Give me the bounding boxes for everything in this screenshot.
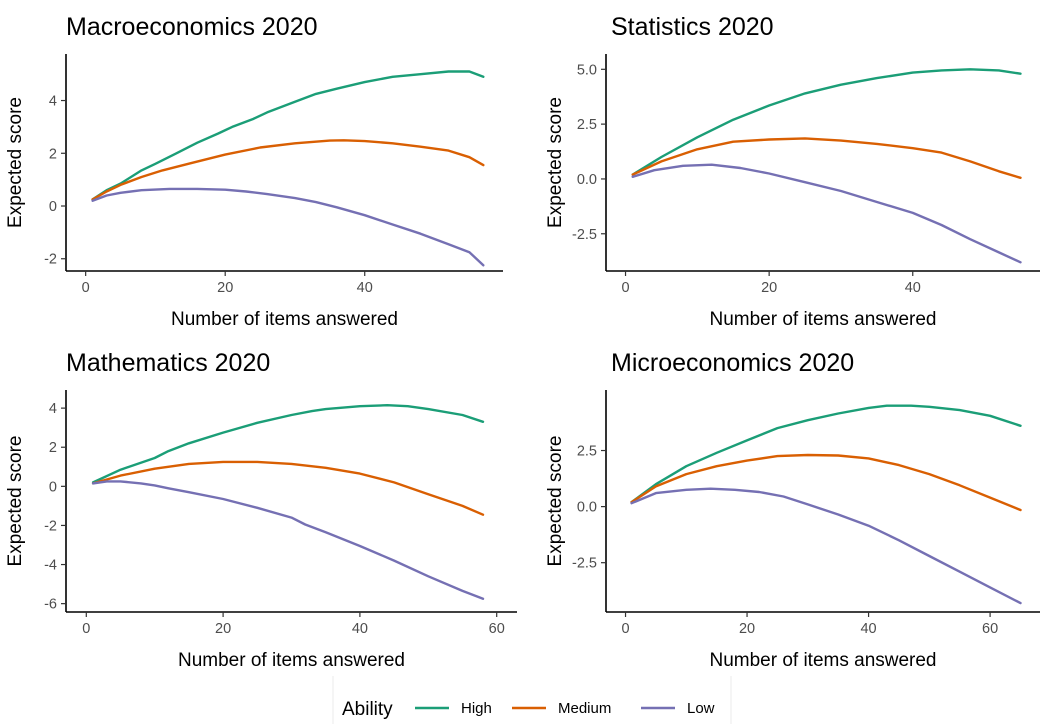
series-line-low <box>630 487 1022 605</box>
x-tick-label: 0 <box>82 621 90 637</box>
x-tick-label: 20 <box>761 280 777 296</box>
legend-label: Low <box>687 700 715 717</box>
x-axis-label: Number of items answered <box>709 650 936 671</box>
x-axis-label: Number of items answered <box>171 309 398 330</box>
series-line-high <box>630 404 1022 504</box>
series-line-high <box>631 68 1022 176</box>
series-line-low <box>91 187 485 267</box>
x-tick-label: 60 <box>489 621 505 637</box>
series-line-medium <box>631 137 1022 180</box>
y-tick-label: 0.0 <box>577 500 597 516</box>
x-tick-label: 40 <box>860 621 876 637</box>
x-tick-label: 0 <box>82 280 90 296</box>
y-tick-label: 4 <box>49 94 57 110</box>
x-tick-label: 0 <box>621 280 629 296</box>
y-axis-label: Expected score <box>5 97 26 228</box>
legend-title: Ability <box>342 699 393 720</box>
panel-macroeconomics-2020: Macroeconomics 2020 0 20 40 -2 0 2 4 Number of i… <box>5 13 503 330</box>
series-line-medium <box>630 453 1022 512</box>
y-tick-label: -6 <box>44 597 57 613</box>
panel-mathematics-2020: Mathematics 2020 0 20 40 60 -6 -4 -2 0 2 4 Number o… <box>5 349 517 671</box>
x-tick-label: 20 <box>215 621 231 637</box>
x-tick-label: 20 <box>217 280 233 296</box>
y-tick-label: 2.5 <box>577 444 597 460</box>
y-tick-label: 2 <box>49 440 57 456</box>
series-line-medium <box>91 139 485 201</box>
x-tick-label: 40 <box>905 280 921 296</box>
y-tick-label: 5.0 <box>577 62 597 78</box>
y-tick-label: 0 <box>49 199 57 215</box>
panel-title: Microeconomics 2020 <box>611 349 854 377</box>
legend-entry-low: Low <box>641 700 715 717</box>
x-axis-label: Number of items answered <box>178 650 405 671</box>
series-line-low <box>91 480 485 600</box>
x-tick-label: 0 <box>621 621 629 637</box>
legend-label: High <box>461 700 492 717</box>
panel-microeconomics-2020: Microeconomics 2020 0 20 40 60 -2.5 0.0 2.5 Numb… <box>545 349 1040 671</box>
y-tick-label: 2 <box>49 146 57 162</box>
series-line-medium <box>91 460 485 516</box>
y-tick-label: 2.5 <box>577 117 597 133</box>
series-line-low <box>631 163 1022 264</box>
y-tick-label: 4 <box>49 401 57 417</box>
y-tick-label: -2 <box>44 252 57 268</box>
y-tick-label: -2.5 <box>572 227 597 243</box>
y-tick-label: -2 <box>44 518 57 534</box>
panel-title: Macroeconomics 2020 <box>66 13 318 41</box>
series-line-high <box>91 404 485 484</box>
panel-title: Mathematics 2020 <box>66 349 270 377</box>
series-line-high <box>91 70 485 201</box>
y-axis-label: Expected score <box>5 436 26 567</box>
x-tick-label: 40 <box>352 621 368 637</box>
chart-legend: Ability High Medium Low <box>332 676 732 724</box>
legend-entry-high: High <box>415 700 492 717</box>
y-tick-label: -2.5 <box>572 556 597 572</box>
panel-title: Statistics 2020 <box>611 13 774 41</box>
x-tick-label: 40 <box>357 280 373 296</box>
y-tick-label: 0 <box>49 479 57 495</box>
y-tick-label: 0.0 <box>577 172 597 188</box>
x-axis-label: Number of items answered <box>709 309 936 330</box>
legend-entry-medium: Medium <box>512 700 611 717</box>
x-tick-label: 60 <box>982 621 998 637</box>
panel-statistics-2020: Statistics 2020 0 20 40 -2.5 0.0 2.5 5.0 Number … <box>545 13 1040 330</box>
legend-label: Medium <box>558 700 611 717</box>
y-axis-label: Expected score <box>545 436 566 567</box>
y-tick-label: -4 <box>44 558 57 574</box>
legend-entries: High Medium Low <box>415 700 715 717</box>
y-axis-label: Expected score <box>545 97 566 228</box>
x-tick-label: 20 <box>739 621 755 637</box>
